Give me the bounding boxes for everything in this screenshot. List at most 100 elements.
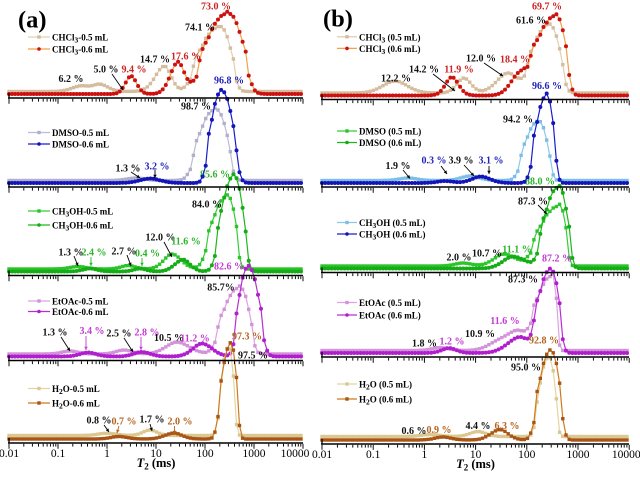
svg-text:17.6 %: 17.6 % (171, 52, 201, 63)
svg-text:H2O-0.6 mL: H2O-0.6 mL (52, 399, 100, 411)
svg-text:EtOAc (0.5 mL): EtOAc (0.5 mL) (359, 298, 421, 308)
svg-text:0.1: 0.1 (51, 448, 66, 460)
svg-text:14.2 %: 14.2 % (409, 65, 439, 76)
svg-text:2.8 %: 2.8 % (135, 328, 160, 339)
svg-text:12.0 %: 12.0 % (146, 233, 176, 244)
svg-text:1000: 1000 (243, 448, 266, 460)
svg-text:3.4 %: 3.4 % (80, 326, 105, 337)
svg-text:0.6 %: 0.6 % (402, 426, 427, 437)
svg-text:10.9 %: 10.9 % (465, 329, 495, 340)
svg-text:DMSO-0.5 mL: DMSO-0.5 mL (52, 128, 109, 138)
svg-text:97.3 %: 97.3 % (232, 332, 262, 343)
svg-text:1.3 %: 1.3 % (116, 164, 141, 175)
svg-text:EtOAc-0.5 mL: EtOAc-0.5 mL (52, 297, 109, 307)
svg-text:96.8 %: 96.8 % (214, 76, 244, 87)
svg-text:5.0 %: 5.0 % (94, 65, 119, 76)
svg-text:2.4 %: 2.4 % (82, 248, 107, 259)
svg-text:CHCl3-0.5 mL: CHCl3-0.5 mL (52, 33, 108, 45)
svg-text:12.0 %: 12.0 % (466, 54, 496, 65)
svg-text:12.2 %: 12.2 % (381, 74, 411, 85)
svg-text:84.0 %: 84.0 % (192, 200, 222, 211)
svg-text:1: 1 (104, 448, 110, 460)
svg-text:100: 100 (196, 448, 214, 460)
svg-text:DMSO-0.6 mL: DMSO-0.6 mL (52, 140, 109, 150)
svg-text:61.6 %: 61.6 % (516, 16, 546, 27)
svg-text:CH3OH-0.6 mL: CH3OH-0.6 mL (52, 221, 113, 233)
svg-text:94.2 %: 94.2 % (503, 115, 533, 126)
svg-text:85.7%: 85.7% (207, 283, 235, 294)
svg-text:0.1: 0.1 (366, 449, 381, 461)
svg-text:100: 100 (518, 449, 536, 461)
svg-text:82.6 %: 82.6 % (214, 262, 244, 273)
svg-text:73.0 %: 73.0 % (201, 2, 231, 13)
svg-text:11.6 %: 11.6 % (490, 316, 519, 327)
svg-text:97.5 %: 97.5 % (238, 351, 268, 362)
svg-text:14.7 %: 14.7 % (140, 55, 170, 66)
svg-text:88.0 %: 88.0 % (525, 177, 555, 188)
svg-text:3.9 %: 3.9 % (449, 156, 474, 167)
svg-text:0.01: 0.01 (312, 449, 332, 461)
svg-text:H2O (0.6 mL): H2O (0.6 mL) (359, 395, 412, 407)
svg-text:6.2 %: 6.2 % (59, 74, 84, 85)
svg-text:CHCl3 (0.5 mL): CHCl3 (0.5 mL) (359, 32, 421, 44)
svg-text:3.1 %: 3.1 % (479, 156, 504, 167)
svg-text:(b): (b) (323, 6, 353, 33)
svg-text:1.3 %: 1.3 % (43, 328, 68, 339)
svg-text:11.1 %: 11.1 % (502, 245, 531, 256)
svg-text:74.1 %: 74.1 % (185, 23, 215, 34)
svg-text:EtOAc (0.6 mL): EtOAc (0.6 mL) (359, 311, 421, 321)
svg-text:T2 (ms): T2 (ms) (137, 456, 176, 472)
svg-text:0.01: 0.01 (0, 448, 19, 460)
svg-text:T2 (ms): T2 (ms) (456, 457, 495, 473)
svg-text:2.5 %: 2.5 % (107, 329, 132, 340)
svg-text:10000: 10000 (612, 449, 640, 461)
svg-text:10.7 %: 10.7 % (472, 249, 502, 260)
svg-text:0.8 %: 0.8 % (87, 416, 112, 427)
svg-text:CH3OH (0.6 mL): CH3OH (0.6 mL) (359, 230, 426, 242)
svg-text:11.2 %: 11.2 % (180, 334, 209, 345)
svg-text:0.7 %: 0.7 % (112, 417, 137, 428)
svg-text:10: 10 (150, 448, 162, 460)
svg-text:6.3 %: 6.3 % (495, 421, 520, 432)
svg-text:EtOAc-0.6 mL: EtOAc-0.6 mL (52, 307, 109, 317)
svg-text:11.9 %: 11.9 % (444, 65, 473, 76)
svg-text:4.4 %: 4.4 % (466, 421, 491, 432)
svg-text:CH3OH (0.5 mL): CH3OH (0.5 mL) (359, 218, 426, 230)
svg-text:92.8 %: 92.8 % (529, 336, 559, 347)
svg-text:95.0 %: 95.0 % (511, 363, 541, 374)
svg-text:85.6 %: 85.6 % (200, 170, 230, 181)
svg-text:H2O-0.5 mL: H2O-0.5 mL (52, 384, 100, 396)
svg-text:87.3 %: 87.3 % (518, 197, 548, 208)
svg-text:87.2 %: 87.2 % (542, 254, 572, 265)
svg-text:1.2 %: 1.2 % (440, 337, 465, 348)
svg-text:18.4 %: 18.4 % (500, 55, 530, 66)
svg-text:98.7 %: 98.7 % (181, 102, 211, 113)
svg-text:10.5 %: 10.5 % (154, 333, 184, 344)
svg-text:9.4 %: 9.4 % (122, 65, 147, 76)
svg-text:1.9 %: 1.9 % (386, 161, 411, 172)
svg-text:10: 10 (470, 449, 482, 461)
svg-text:3.2 %: 3.2 % (145, 162, 170, 173)
svg-text:CHCl3-0.6 mL: CHCl3-0.6 mL (52, 45, 108, 57)
svg-text:1.3 %: 1.3 % (59, 248, 84, 259)
svg-text:DMSO (0.5 mL): DMSO (0.5 mL) (359, 127, 421, 137)
svg-text:2.7 %: 2.7 % (112, 247, 137, 258)
svg-text:10000: 10000 (281, 448, 310, 460)
svg-text:H2O (0.5 mL): H2O (0.5 mL) (359, 380, 412, 392)
svg-text:(a): (a) (18, 7, 47, 34)
svg-text:2.0 %: 2.0 % (447, 253, 472, 264)
svg-text:11.6 %: 11.6 % (171, 237, 200, 248)
svg-text:2.0 %: 2.0 % (168, 417, 193, 428)
svg-text:69.7 %: 69.7 % (532, 2, 562, 13)
svg-text:96.6 %: 96.6 % (532, 81, 562, 92)
svg-text:1000: 1000 (567, 449, 590, 461)
svg-text:CH3OH-0.5 mL: CH3OH-0.5 mL (52, 207, 113, 219)
svg-text:0.4 %: 0.4 % (135, 249, 160, 260)
svg-text:1.7 %: 1.7 % (140, 415, 165, 426)
svg-text:1.8 %: 1.8 % (412, 339, 437, 350)
svg-text:0.3 %: 0.3 % (422, 156, 447, 167)
svg-text:87.3 %: 87.3 % (508, 275, 538, 286)
svg-text:1: 1 (422, 449, 428, 461)
svg-text:CHCl3 (0.6 mL): CHCl3 (0.6 mL) (359, 44, 421, 56)
svg-text:DMSO (0.6 mL): DMSO (0.6 mL) (359, 138, 421, 148)
